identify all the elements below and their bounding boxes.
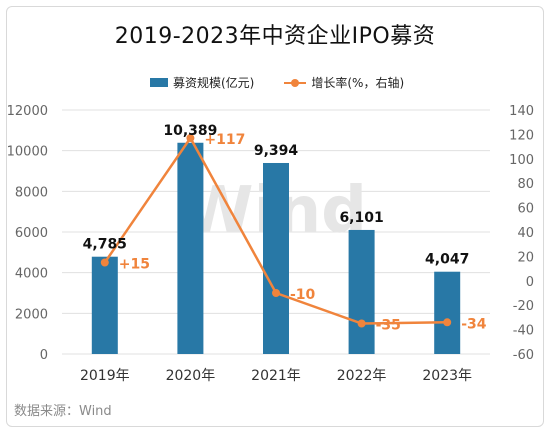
y-left-tick-label: 2000 [15,307,48,322]
data-source-note: 数据来源：Wind [14,404,112,419]
legend-item-line: 增长率(%，右轴) [284,74,404,91]
growth-point [443,318,452,327]
x-tick-label: 2023年 [422,368,472,384]
y-right-tick-label: 60 [517,202,534,217]
y-right-tick-label: 120 [509,128,534,143]
y-right-tick-label: 0 [526,275,534,290]
growth-data-label: -35 [376,318,401,334]
y-left-tick-label: 6000 [15,226,48,241]
growth-point [272,289,280,297]
x-tick-label: 2019年 [80,368,130,384]
bar-data-label: 9,394 [254,143,299,159]
growth-point [100,258,109,267]
growth-data-label: -34 [461,316,487,332]
bar [434,271,461,354]
bar-data-label: 4,047 [425,252,469,268]
growth-data-label: +117 [204,132,245,148]
y-right-tick-label: 80 [517,177,534,192]
y-left-tick-label: 0 [40,348,48,363]
y-left-tick-label: 4000 [15,267,48,282]
y-left-tick-label: 12000 [7,104,48,119]
y-right-tick-label: 40 [517,226,534,241]
legend: 募资规模(亿元) 增长率(%，右轴) [150,74,434,91]
y-right-tick-label: 100 [509,153,534,168]
legend-item-bar: 募资规模(亿元) [150,74,254,91]
growth-data-label: +15 [119,257,150,273]
growth-data-label: -10 [290,287,316,303]
bar [348,229,375,354]
bar [177,142,204,354]
y-right-tick-label: 20 [517,250,534,265]
y-right-tick-label: 140 [509,104,534,119]
chart-title: 2019-2023年中资企业IPO募资 [114,24,436,49]
y-right-tick-label: -20 [513,299,534,314]
legend-line-label: 增长率(%，右轴) [311,76,405,90]
x-tick-label: 2021年 [251,368,301,384]
bar-data-label: 6,101 [339,210,383,226]
legend-line-swatch [284,78,307,88]
y-left-tick-label: 10000 [7,145,48,160]
bar-data-label: 4,785 [83,237,127,253]
legend-bar-swatch [150,78,168,87]
y-left-tick-label: 8000 [15,185,48,200]
bar-data-label: 10,389 [163,123,217,139]
y-right-tick-label: -40 [513,324,534,339]
x-tick-label: 2022年 [337,368,387,384]
legend-bar-label: 募资规模(亿元) [173,76,255,90]
y-right-tick-label: -60 [513,348,534,363]
growth-point [357,319,366,328]
x-tick-label: 2020年 [166,368,216,384]
bar [91,256,118,354]
growth-point [186,134,195,143]
bar [263,162,289,354]
